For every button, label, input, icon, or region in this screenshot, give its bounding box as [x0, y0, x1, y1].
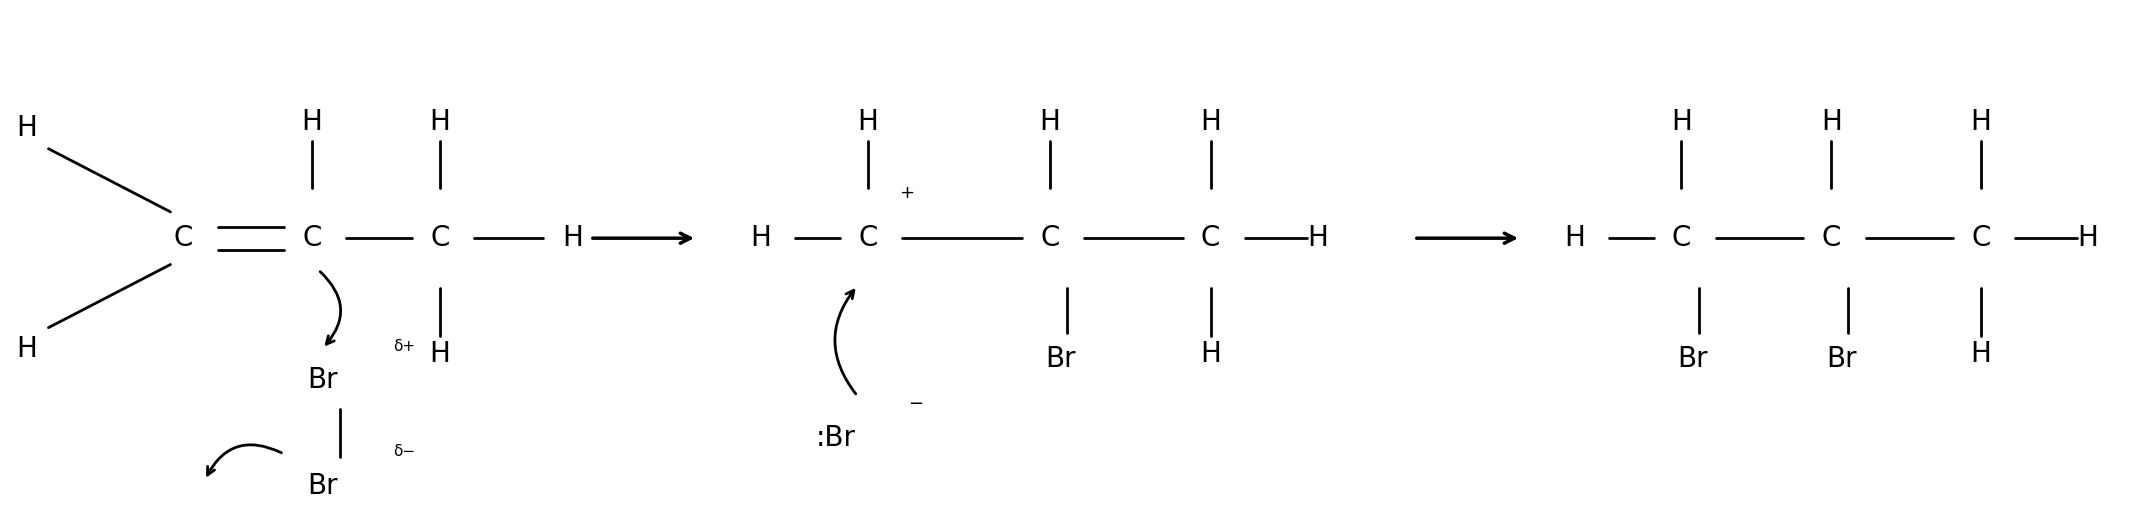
- Text: δ−: δ−: [392, 444, 416, 459]
- Text: H: H: [1564, 224, 1586, 252]
- Text: H: H: [431, 340, 450, 368]
- Text: H: H: [1307, 224, 1329, 252]
- Text: C: C: [1200, 224, 1219, 252]
- Text: Br: Br: [1826, 345, 1858, 373]
- Text: H: H: [1200, 340, 1222, 368]
- Text: C: C: [1822, 224, 1841, 252]
- Text: H: H: [2079, 224, 2098, 252]
- Text: Br: Br: [1676, 345, 1708, 373]
- Text: Br: Br: [306, 471, 339, 499]
- FancyArrowPatch shape: [208, 445, 281, 475]
- Text: C: C: [174, 224, 193, 252]
- Text: H: H: [17, 335, 39, 363]
- Text: H: H: [1972, 340, 1991, 368]
- Text: H: H: [431, 108, 450, 136]
- Text: H: H: [17, 114, 39, 142]
- Text: H: H: [1200, 108, 1222, 136]
- Text: H: H: [1672, 108, 1693, 136]
- FancyArrowPatch shape: [836, 290, 855, 394]
- Text: +: +: [900, 185, 915, 203]
- Text: H: H: [750, 224, 771, 252]
- Text: C: C: [1672, 224, 1691, 252]
- Text: H: H: [1972, 108, 1991, 136]
- Text: Br: Br: [1046, 345, 1076, 373]
- Text: H: H: [1822, 108, 1841, 136]
- Text: H: H: [857, 108, 879, 136]
- Text: −: −: [909, 395, 924, 413]
- Text: H: H: [1039, 108, 1061, 136]
- Text: C: C: [302, 224, 321, 252]
- Text: C: C: [1039, 224, 1061, 252]
- Text: H: H: [561, 224, 583, 252]
- Text: δ+: δ+: [392, 339, 416, 353]
- Text: :Br: :Br: [816, 424, 855, 452]
- FancyArrowPatch shape: [319, 272, 341, 344]
- Text: C: C: [1972, 224, 1991, 252]
- Text: C: C: [859, 224, 879, 252]
- Text: C: C: [431, 224, 450, 252]
- Text: Br: Br: [306, 366, 339, 394]
- Text: H: H: [302, 108, 321, 136]
